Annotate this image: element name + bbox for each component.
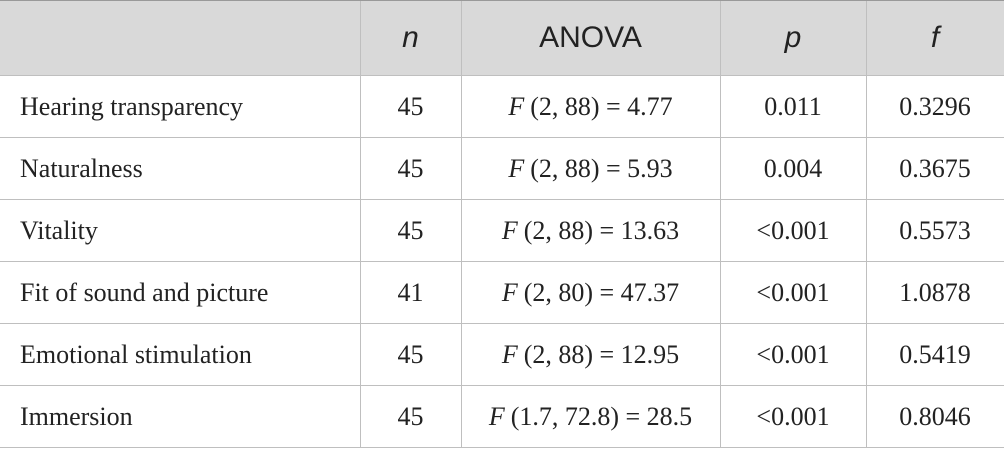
table-header: n ANOVA p f: [0, 0, 1004, 76]
header-row: n ANOVA p f: [0, 0, 1004, 76]
table-row: Vitality 45 F (2, 88) = 13.63 <0.001 0.5573: [0, 199, 1004, 262]
table-cell: 0.3675: [865, 137, 1004, 200]
anova-cell: F (2, 88) = 12.95: [460, 323, 720, 386]
stat-symbol: F: [508, 153, 525, 183]
table-body: Hearing transparency 45 F (2, 88) = 4.77 0.0…: [0, 75, 1004, 448]
results-table: n ANOVA p f Hearing transparency 45 F (2, 88) …: [0, 0, 1004, 448]
anova-cell: F (2, 88) = 5.93: [460, 137, 720, 200]
table-cell: 45: [359, 137, 461, 200]
table-cell: 0.5573: [865, 199, 1004, 262]
table-row: Immersion 45 F (1.7, 72.8) = 28.5 <0.001 0.80…: [0, 385, 1004, 448]
table-cell: 45: [359, 199, 461, 262]
anova-cell: F (2, 80) = 47.37: [460, 261, 720, 324]
table-cell: 0.3296: [865, 75, 1004, 138]
table-cell: 45: [359, 323, 461, 386]
anova-cell: F (2, 88) = 13.63: [460, 199, 720, 262]
table-cell: 0.011: [719, 75, 866, 138]
table-cell: 0.004: [719, 137, 866, 200]
row-label: Vitality: [0, 199, 360, 262]
row-label: Immersion: [0, 385, 360, 448]
stat-symbol: F: [501, 277, 518, 307]
stat-symbol: F: [488, 401, 505, 431]
stat-text: (2, 88) = 5.93: [530, 153, 673, 183]
row-label: Naturalness: [0, 137, 360, 200]
row-label: Fit of sound and picture: [0, 261, 360, 324]
header-cell: f: [865, 0, 1004, 76]
stat-text: (2, 80) = 47.37: [523, 277, 680, 307]
table-row: Hearing transparency 45 F (2, 88) = 4.77 0.0…: [0, 75, 1004, 138]
table-cell: 45: [359, 75, 461, 138]
stat-symbol: F: [501, 339, 518, 369]
stat-text: (1.7, 72.8) = 28.5: [510, 401, 693, 431]
table-cell: 0.5419: [865, 323, 1004, 386]
table-row: Fit of sound and picture 41 F (2, 80) = 47.…: [0, 261, 1004, 324]
table-cell: <0.001: [719, 199, 866, 262]
stat-symbol: F: [508, 91, 525, 121]
table-cell: 41: [359, 261, 461, 324]
header-cell: n: [359, 0, 461, 76]
stat-text: (2, 88) = 13.63: [523, 215, 680, 245]
stat-text: (2, 88) = 4.77: [530, 91, 673, 121]
table-cell: 45: [359, 385, 461, 448]
header-cell: p: [719, 0, 866, 76]
table-cell: 1.0878: [865, 261, 1004, 324]
header-cell: [0, 0, 360, 76]
table-cell: <0.001: [719, 323, 866, 386]
row-label: Hearing transparency: [0, 75, 360, 138]
stat-text: (2, 88) = 12.95: [523, 339, 680, 369]
table-cell: <0.001: [719, 385, 866, 448]
header-cell: ANOVA: [460, 0, 720, 76]
table-row: Naturalness 45 F (2, 88) = 5.93 0.004 0.3675: [0, 137, 1004, 200]
row-label: Emotional stimulation: [0, 323, 360, 386]
stat-symbol: F: [501, 215, 518, 245]
table-cell: <0.001: [719, 261, 866, 324]
table-row: Emotional stimulation 45 F (2, 88) = 12.95 <…: [0, 323, 1004, 386]
anova-cell: F (1.7, 72.8) = 28.5: [460, 385, 720, 448]
table-cell: 0.8046: [865, 385, 1004, 448]
anova-cell: F (2, 88) = 4.77: [460, 75, 720, 138]
